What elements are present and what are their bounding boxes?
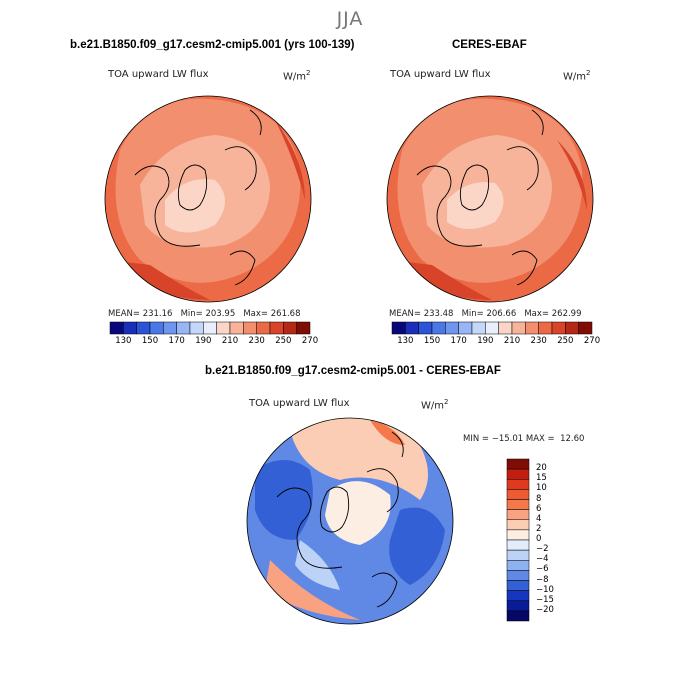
panel1-title: b.e21.B1850.f09_g17.cesm2-cmip5.001 (yrs… <box>70 39 355 51</box>
panel1-colorbar <box>109 321 311 335</box>
panel2-colorbar-label: 150 <box>423 336 441 346</box>
panel1-colorbar-box <box>136 321 151 335</box>
panel1-units: W/m2 <box>283 69 311 83</box>
panel2-colorbar-label: 190 <box>477 336 494 346</box>
panel3-colorbar-label: 0 <box>536 534 542 544</box>
panel3-colorbar-label: 8 <box>536 493 542 504</box>
panel2-colorbar-box <box>391 321 406 335</box>
panel1-colorbar-box <box>243 321 257 335</box>
panel1-colorbar-label: 210 <box>221 336 239 346</box>
panel2-variable: TOA upward LW flux <box>390 69 491 80</box>
panel2-colorbar-box <box>511 321 526 335</box>
panel3-colorbar-label: −15 <box>536 594 554 605</box>
panel1-colorbar-label: 190 <box>195 336 212 346</box>
panel1-colorbar-box <box>163 321 177 335</box>
panel3-title: b.e21.B1850.f09_g17.cesm2-cmip5.001 - CE… <box>205 365 501 377</box>
panel3-colorbar-label: 6 <box>536 503 542 514</box>
panel2-units: W/m2 <box>563 69 591 83</box>
panel1-colorbar-box <box>269 321 284 335</box>
panel1-colorbar-label: 250 <box>275 336 292 346</box>
panel2-colorbar-box <box>485 321 499 335</box>
panel1-colorbar-box <box>283 321 297 335</box>
panel3-colorbar-box <box>506 549 530 561</box>
panel2-colorbar-label: 210 <box>503 336 521 346</box>
panel2-colorbar-label: 170 <box>450 336 467 346</box>
panel1-colorbar-box <box>109 321 124 335</box>
panel2-colorbar-box <box>498 321 513 335</box>
panel2-colorbar-box <box>578 321 593 335</box>
panel3-colorbar-box <box>506 499 530 510</box>
panel2-colorbar-label: 250 <box>557 336 574 346</box>
panel3-colorbar-label: −2 <box>536 544 549 555</box>
panel1-colorbar-label: 270 <box>301 336 319 346</box>
panel3-colorbar-box <box>506 468 530 480</box>
panel1-stats: MEAN= 231.16 Min= 203.95 Max= 261.68 <box>108 309 301 319</box>
panel1-colorbar-label: 170 <box>168 336 185 346</box>
panel1-colorbar-label: 130 <box>115 336 132 346</box>
panel2-colorbar-box <box>445 321 459 335</box>
panel1-colorbar-box <box>189 321 204 335</box>
panel1-colorbar-box <box>216 321 231 335</box>
season-title: JJA <box>336 8 364 30</box>
panel2-colorbar-box <box>538 321 553 335</box>
panel3-colorbar-box <box>506 529 530 541</box>
panel2-colorbar-box <box>471 321 486 335</box>
panel3-colorbar-box <box>506 539 530 551</box>
panel3-colorbar-ticks: 20 15 10 8 6 4 2 0 −2 −4 −6 −8 −10 −15 −20 <box>536 459 576 621</box>
panel3-colorbar-label: −4 <box>536 554 549 565</box>
panel3-variable: TOA upward LW flux <box>249 398 350 409</box>
panel3-colorbar-label: 2 <box>536 523 542 534</box>
panel3-colorbar-label: −8 <box>536 574 549 585</box>
panel3-stats: MIN = −15.01 MAX = 12.60 <box>463 434 585 444</box>
panel1-colorbar-box <box>149 321 164 335</box>
panel1-colorbar-box <box>123 321 137 335</box>
panel3-colorbar-box <box>506 590 530 601</box>
panel3-colorbar <box>506 458 530 622</box>
panel2-colorbar-box <box>565 321 579 335</box>
panel2-colorbar-box <box>525 321 539 335</box>
panel3-colorbar-box <box>506 570 530 581</box>
panel3-colorbar-label: 10 <box>536 483 547 494</box>
panel3-colorbar-box <box>506 519 530 531</box>
panel2-stats: MEAN= 233.48 Min= 206.66 Max= 262.99 <box>389 309 582 319</box>
panel1-colorbar-box <box>176 321 191 335</box>
panel2-colorbar-box <box>458 321 473 335</box>
panel2-colorbar-label: 130 <box>397 336 414 346</box>
panel2-colorbar-box <box>405 321 419 335</box>
panel2-colorbar <box>391 321 593 335</box>
panel3-colorbar-label: −6 <box>536 564 549 575</box>
panel3-colorbar-box <box>506 479 530 490</box>
panel3-colorbar-box <box>506 489 530 500</box>
panel3-colorbar-label: −10 <box>536 584 554 595</box>
panel3-colorbar-box <box>506 509 530 520</box>
panel2-colorbar-box <box>418 321 433 335</box>
panel3-colorbar-label: 15 <box>536 473 547 484</box>
panel3-colorbar-box <box>506 580 530 591</box>
panel2-title: CERES-EBAF <box>452 39 527 51</box>
panel2-colorbar-ticks: 130 150 170 190 210 230 250 270 <box>392 336 600 348</box>
panel1-colorbar-ticks: 130 150 170 190 210 230 250 270 <box>110 336 318 348</box>
panel3-colorbar-label: 20 <box>536 463 547 474</box>
panel1-colorbar-box <box>296 321 311 335</box>
panel1-colorbar-label: 150 <box>141 336 159 346</box>
panel1-colorbar-label: 230 <box>248 336 265 346</box>
panel3-units: W/m2 <box>421 398 449 412</box>
panel1-colorbar-box <box>203 321 217 335</box>
panel3-colorbar-box <box>506 610 530 622</box>
panel2-colorbar-label: 270 <box>583 336 601 346</box>
panel2-colorbar-box <box>551 321 566 335</box>
panel1-colorbar-box <box>229 321 244 335</box>
panel3-colorbar-label: −20 <box>536 604 554 615</box>
panel3-colorbar-box <box>506 600 530 612</box>
panel1-variable: TOA upward LW flux <box>108 69 209 80</box>
panel1-colorbar-box <box>256 321 271 335</box>
panel2-colorbar-label: 230 <box>530 336 547 346</box>
panel3-colorbar-box <box>506 458 530 470</box>
panel3-colorbar-box <box>506 560 530 571</box>
panel3-colorbar-label: 4 <box>536 513 542 524</box>
panel2-colorbar-box <box>431 321 446 335</box>
